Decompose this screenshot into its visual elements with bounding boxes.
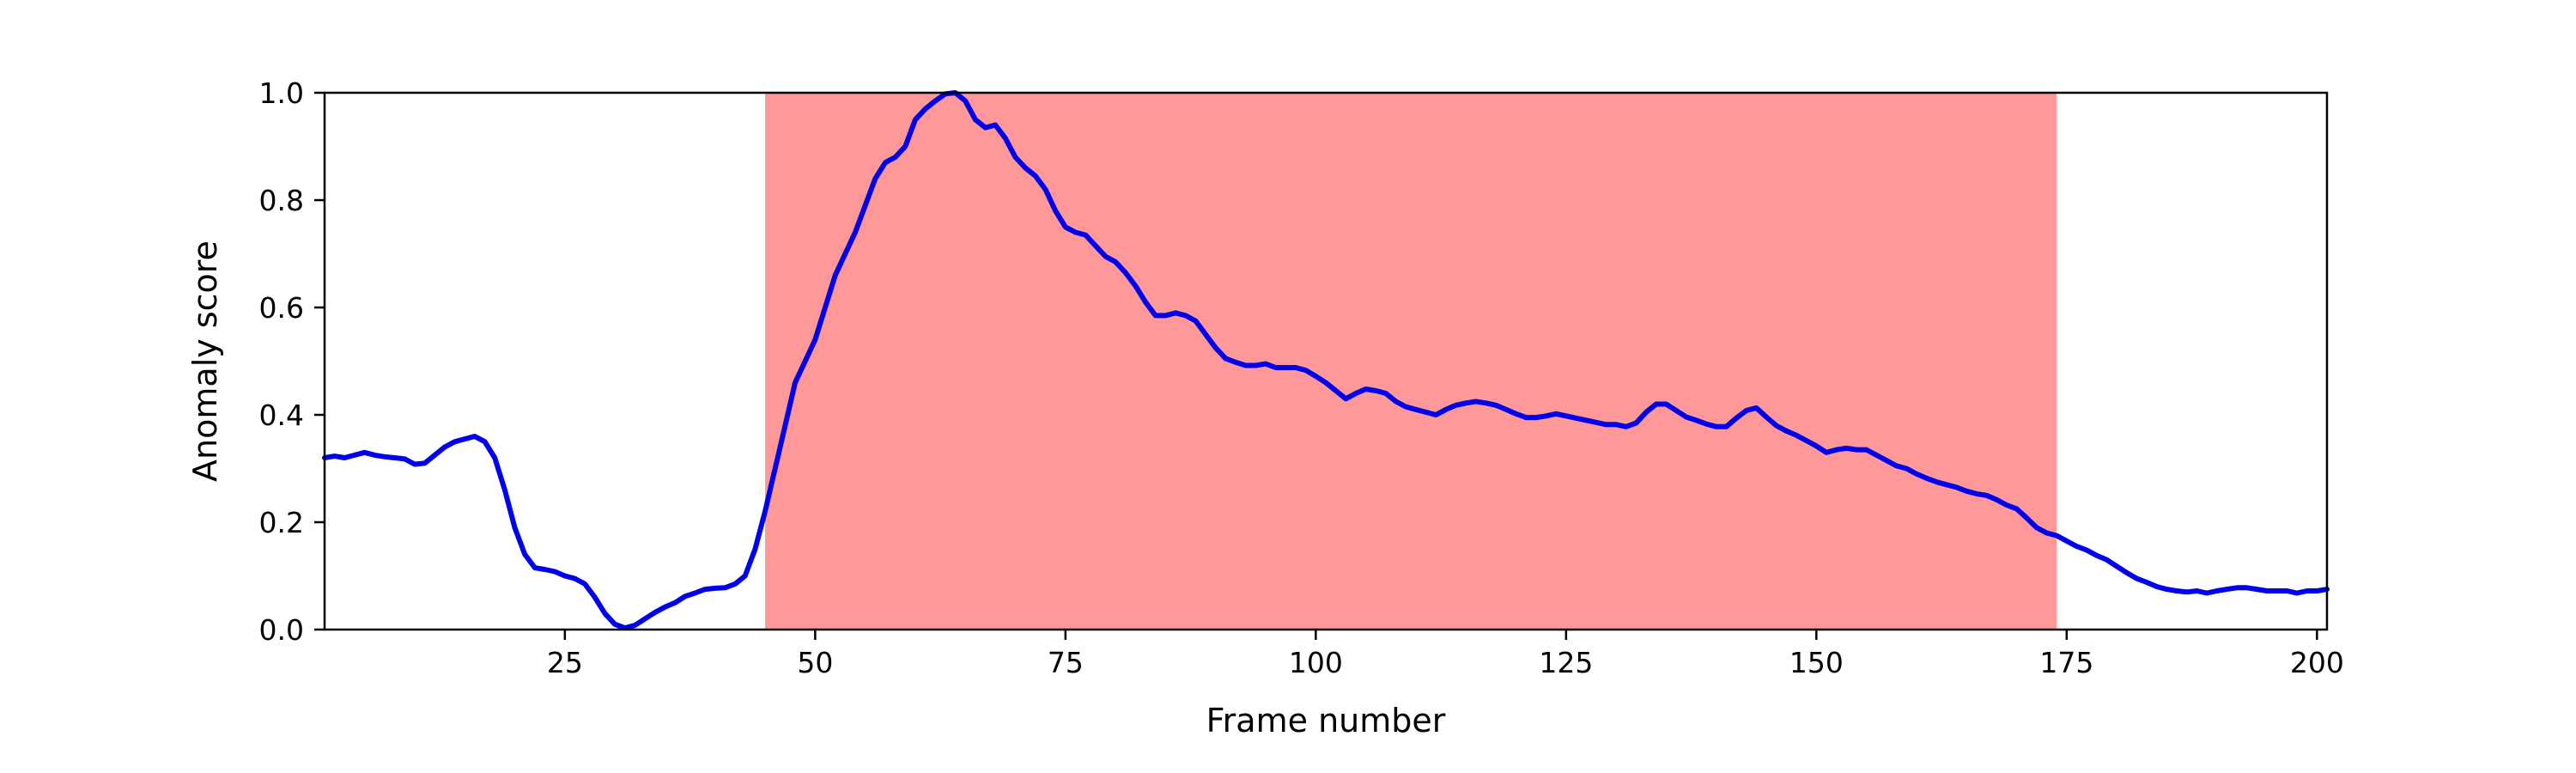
y-tick-label: 0.2 [259,506,304,539]
y-tick-label: 0.8 [259,184,304,217]
y-axis-label: Anomaly score [186,240,224,482]
y-tick-label: 1.0 [259,76,304,110]
x-tick-label: 150 [1789,646,1844,679]
x-tick-label: 50 [797,646,833,679]
y-tick-label: 0.0 [259,613,304,647]
x-tick-label: 100 [1289,646,1343,679]
plot-area [322,90,2330,631]
y-tick-label: 0.4 [259,399,304,432]
x-tick-label: 75 [1048,646,1084,679]
anomaly-score-line [322,90,2330,631]
x-tick-label: 200 [2290,646,2344,679]
y-tick-label: 0.6 [259,291,304,325]
anomaly-highlight-band [765,93,2057,630]
x-axis: 25 50 75 100 125 150 175 200 [547,630,2344,679]
x-tick-label: 25 [547,646,583,679]
x-axis-label: Frame number [1206,702,1446,740]
x-tick-label: 175 [2039,646,2093,679]
y-axis: 0.0 0.2 0.4 0.6 0.8 1.0 [259,76,325,647]
x-tick-label: 125 [1539,646,1593,679]
plot-frame [323,91,2329,631]
